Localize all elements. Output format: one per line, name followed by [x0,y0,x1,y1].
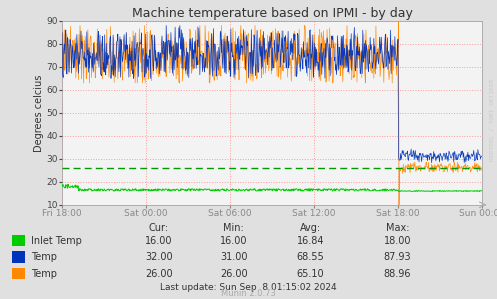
Text: 88.96: 88.96 [384,269,412,279]
Text: 32.00: 32.00 [145,252,173,262]
Text: 26.00: 26.00 [145,269,173,279]
Text: Cur:: Cur: [149,223,169,233]
Text: Munin 2.0.73: Munin 2.0.73 [221,289,276,298]
Text: 16.00: 16.00 [145,236,173,246]
Text: Min:: Min: [223,223,244,233]
Text: Inlet Temp: Inlet Temp [31,236,82,246]
Text: Max:: Max: [386,223,410,233]
Text: Temp: Temp [31,269,57,279]
Text: 18.00: 18.00 [384,236,412,246]
Text: Last update: Sun Sep  8 01:15:02 2024: Last update: Sun Sep 8 01:15:02 2024 [160,283,337,292]
Text: Avg:: Avg: [300,223,321,233]
Text: 31.00: 31.00 [220,252,248,262]
Text: RRDTOOL / TOBI OETIKER: RRDTOOL / TOBI OETIKER [490,78,495,161]
Text: Temp: Temp [31,252,57,262]
Title: Machine temperature based on IPMI - by day: Machine temperature based on IPMI - by d… [132,7,413,20]
Y-axis label: Degrees celcius: Degrees celcius [34,74,44,152]
Text: 87.93: 87.93 [384,252,412,262]
Text: 65.10: 65.10 [297,269,325,279]
Text: 26.00: 26.00 [220,269,248,279]
Text: 16.00: 16.00 [220,236,248,246]
Text: 16.84: 16.84 [297,236,325,246]
Text: 68.55: 68.55 [297,252,325,262]
